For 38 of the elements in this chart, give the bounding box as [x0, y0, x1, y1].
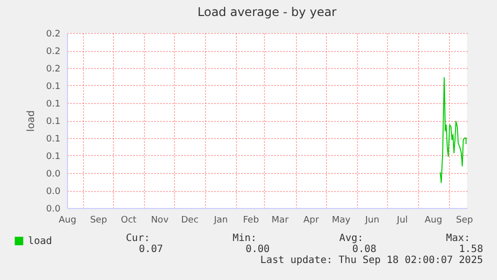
y-tick-label: 0.2 [46, 47, 60, 57]
y-tick-label: 0.1 [46, 100, 60, 110]
y-tick-label: 0.1 [46, 152, 60, 162]
y-tick-label: 0.0 [46, 204, 61, 214]
x-tick-label: Jul [396, 216, 408, 226]
legend-label: load [28, 236, 52, 247]
text: 0.00 [246, 244, 270, 255]
x-tick-label: Mar [272, 216, 289, 226]
y-tick-label: 0.0 [46, 187, 61, 197]
x-tick-label: Jan [212, 216, 228, 226]
x-tick-label: Sep [456, 216, 474, 226]
text: 0.08 [352, 244, 376, 255]
line-series [440, 77, 467, 184]
x-tick-label: Dec [181, 216, 199, 226]
x-tick-label: Nov [150, 216, 170, 226]
x-tick-label: Jun [364, 216, 380, 226]
y-tick-label: 0.2 [46, 64, 60, 74]
text: Avg: [339, 233, 364, 244]
y-tick-label: 0.1 [46, 117, 60, 127]
y-tick-label: 0.1 [46, 82, 60, 92]
text: Max: [446, 233, 470, 244]
y-tick-label: 0.0 [46, 170, 61, 180]
x-tick-label: May [332, 216, 352, 226]
x-tick-label: Apr [303, 216, 320, 226]
x-tick-label: Sep [90, 216, 108, 226]
x-tick-label: Feb [242, 216, 260, 226]
y-tick-label: 0.2 [46, 30, 60, 40]
text: 1.58 [459, 244, 484, 255]
y-axis-title: load [26, 110, 38, 132]
chart-title: Load average - by year [198, 5, 337, 19]
y-tick-label: 0.1 [46, 134, 60, 144]
x-tick-label: Aug [58, 216, 76, 226]
text: Min: [232, 233, 257, 244]
text: Last update: Thu Sep 18 02:00:07 2025 [260, 255, 483, 266]
text: Cur: [126, 233, 150, 244]
text: 0.07 [138, 244, 163, 255]
x-tick-label: Aug [424, 216, 442, 226]
x-tick-label: Oct [120, 216, 137, 226]
